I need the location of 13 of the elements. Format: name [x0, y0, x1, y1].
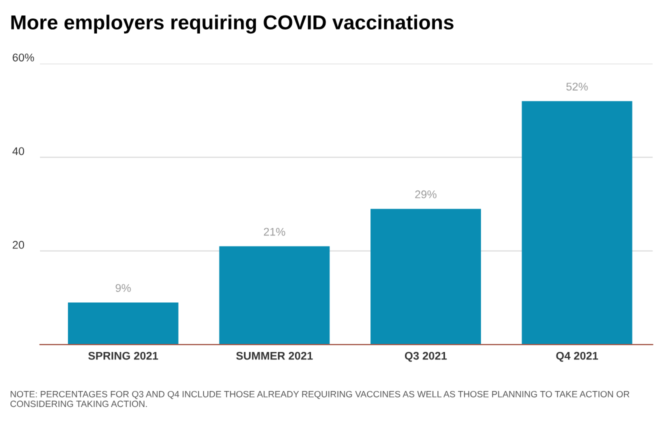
data-label: 52% — [566, 82, 588, 91]
y-tick-label: 20 — [12, 240, 24, 249]
x-tick-label: Q4 2021 — [556, 352, 598, 362]
x-tick-label: Q3 2021 — [404, 352, 447, 362]
x-tick-label: SUMMER 2021 — [236, 352, 313, 360]
data-label: 21% — [264, 228, 286, 236]
y-tick-label: 40 — [12, 147, 24, 156]
chart-title: More employers requiring COVID vaccinations — [11, 14, 454, 34]
data-label: 9% — [116, 284, 131, 292]
text: NOTE: PERCENTAGES FOR Q3 AND Q4 INCLUDE THOSE ALREADY REQUIRING VACCINES AS WELL AS THOSE PLANNING TO TAKE ACTION OR CONSIDERING TAKING ACTION. — [10, 390, 630, 408]
data-label: 29% — [415, 190, 436, 198]
y-tick-label: 60% — [12, 54, 34, 62]
x-tick-label: SPRING 2021 — [88, 352, 158, 360]
